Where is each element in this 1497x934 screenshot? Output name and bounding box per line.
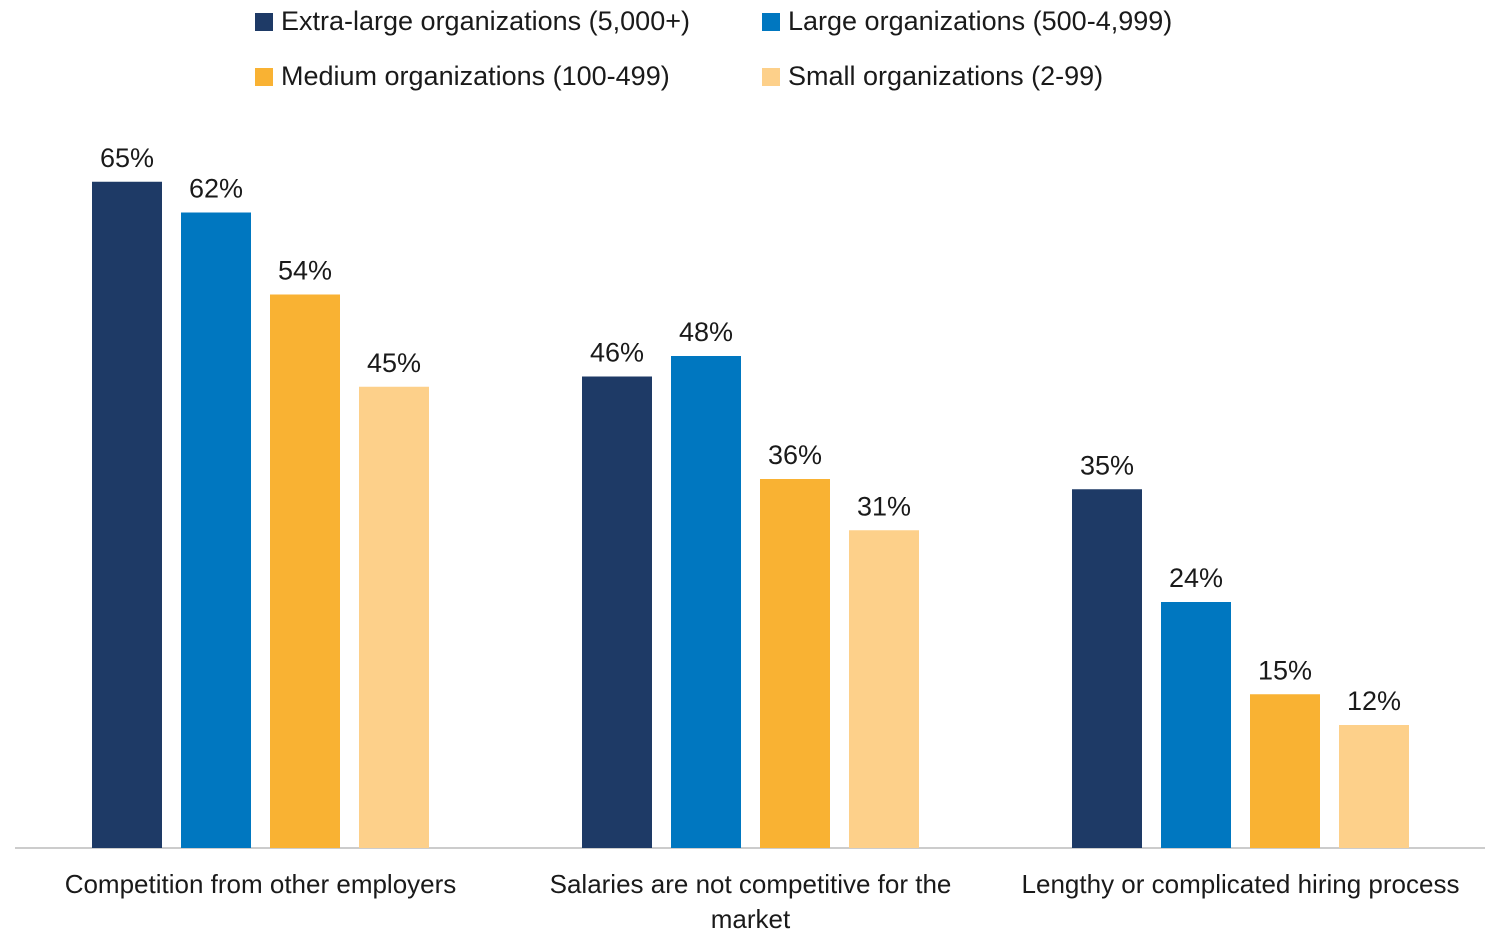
bar	[671, 356, 741, 848]
data-label: 62%	[189, 174, 243, 204]
legend-swatch	[255, 67, 273, 86]
legend-item: Extra-large organizations (5,000+)	[255, 6, 690, 37]
data-label: 36%	[768, 440, 822, 470]
data-label: 12%	[1347, 686, 1401, 716]
x-tick-label: Competition from other employers	[64, 869, 457, 899]
legend-label: Medium organizations (100-499)	[281, 61, 670, 91]
x-tick-label: Salaries are not competitive for the mar…	[549, 869, 952, 934]
bar	[1339, 725, 1409, 848]
x-tick-label: Lengthy or complicated hiring process	[1021, 869, 1460, 899]
bar	[181, 212, 251, 848]
data-label: 31%	[857, 491, 911, 521]
data-label: 46%	[590, 338, 644, 368]
bar	[1250, 694, 1320, 848]
legend-item: Small organizations (2-99)	[762, 61, 1103, 92]
legend-label: Extra-large organizations (5,000+)	[281, 6, 690, 36]
bar	[1161, 602, 1231, 848]
bar	[270, 294, 340, 848]
bar	[1072, 489, 1142, 848]
data-label: 35%	[1080, 450, 1134, 480]
legend-item: Large organizations (500-4,999)	[762, 6, 1172, 37]
bar	[92, 181, 162, 848]
data-label: 65%	[100, 143, 154, 173]
legend-label: Small organizations (2-99)	[788, 61, 1104, 91]
data-label: 48%	[679, 317, 733, 347]
data-label: 45%	[367, 348, 421, 378]
data-label: 24%	[1169, 563, 1223, 593]
legend-item: Medium organizations (100-499)	[255, 61, 670, 92]
legend-label: Large organizations (500-4,999)	[788, 6, 1173, 36]
legend-swatch	[762, 67, 780, 86]
bar	[359, 386, 429, 848]
bar	[760, 479, 830, 848]
legend-swatch	[762, 12, 780, 31]
bar	[849, 530, 919, 848]
data-label: 15%	[1258, 655, 1312, 685]
bar	[582, 376, 652, 848]
legend-swatch	[255, 12, 273, 31]
data-label: 54%	[278, 256, 332, 286]
